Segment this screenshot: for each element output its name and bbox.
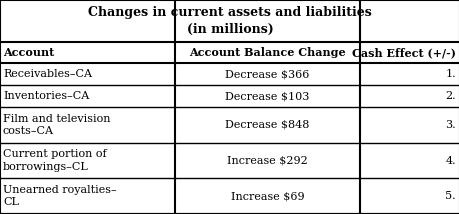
Text: Cash Effect (+/-): Cash Effect (+/-): [351, 47, 455, 58]
Text: 3.: 3.: [444, 120, 455, 130]
Text: Increase $292: Increase $292: [227, 156, 307, 165]
Text: Unearned royalties–
CL: Unearned royalties– CL: [3, 185, 117, 207]
Text: Increase $69: Increase $69: [230, 191, 304, 201]
Text: Account: Account: [3, 47, 54, 58]
Text: Film and television
costs–CA: Film and television costs–CA: [3, 114, 110, 136]
Text: Receivables–CA: Receivables–CA: [3, 69, 92, 79]
Text: 2.: 2.: [444, 91, 455, 101]
Text: Account Balance Change: Account Balance Change: [189, 47, 345, 58]
Text: Decrease $366: Decrease $366: [225, 69, 309, 79]
Text: 4.: 4.: [444, 156, 455, 165]
Text: Inventories–CA: Inventories–CA: [3, 91, 89, 101]
Text: Current portion of
borrowings–CL: Current portion of borrowings–CL: [3, 149, 106, 172]
Text: Decrease $848: Decrease $848: [225, 120, 309, 130]
Text: Changes in current assets and liabilities
(in millions): Changes in current assets and liabilitie…: [88, 6, 371, 36]
Text: Decrease $103: Decrease $103: [225, 91, 309, 101]
Text: 5.: 5.: [444, 191, 455, 201]
Text: 1.: 1.: [444, 69, 455, 79]
